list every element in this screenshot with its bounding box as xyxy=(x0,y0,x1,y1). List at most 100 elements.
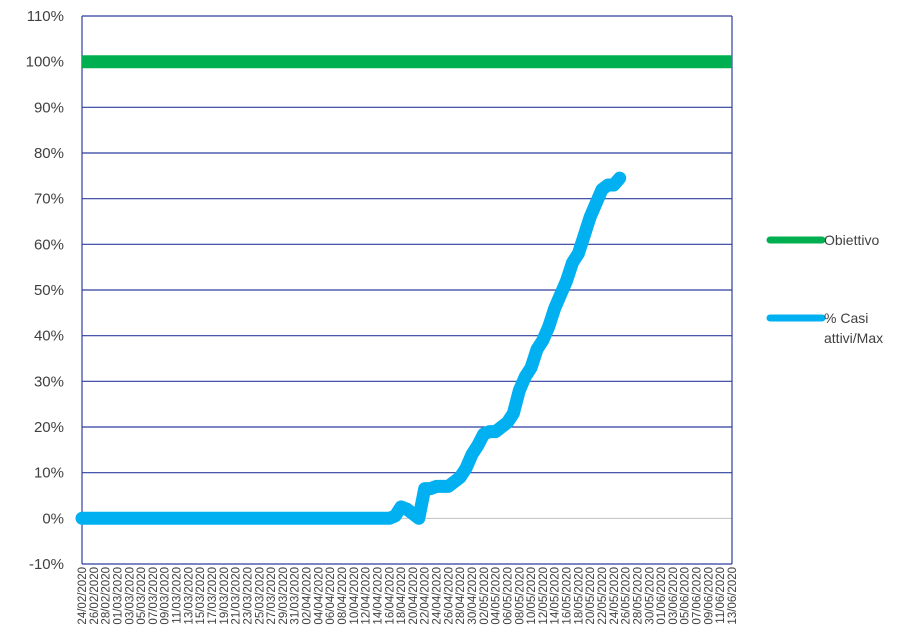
data-point xyxy=(495,431,497,433)
x-tick-label: 10/05/2020 xyxy=(526,567,538,625)
x-tick-label: 13/03/2020 xyxy=(183,567,195,625)
data-point xyxy=(471,453,473,455)
x-tick-label: 10/04/2020 xyxy=(349,567,361,625)
x-tick-label: 16/05/2020 xyxy=(562,567,574,625)
y-tick-label: 10% xyxy=(34,465,64,482)
series-line-casi-attivi xyxy=(75,171,627,525)
x-tick-label: 08/04/2020 xyxy=(337,567,349,625)
data-point xyxy=(447,485,449,487)
x-tick-label: 22/05/2020 xyxy=(597,567,609,625)
y-tick-label: 40% xyxy=(34,328,64,345)
legend-label-line: Obiettivo xyxy=(824,232,879,248)
data-point xyxy=(566,280,567,282)
legend-label-line: attivi/Max xyxy=(824,330,883,346)
legend-label: Obiettivo xyxy=(824,232,879,248)
x-tick-label: 18/05/2020 xyxy=(573,567,585,625)
y-tick-label: 30% xyxy=(34,373,64,390)
x-tick-label: 18/04/2020 xyxy=(396,567,408,625)
x-tick-label: 27/03/2020 xyxy=(266,567,278,625)
x-tick-label: 09/06/2020 xyxy=(703,567,715,625)
data-point xyxy=(430,488,432,490)
x-tick-label: 29/03/2020 xyxy=(278,567,290,625)
x-tick-label: 25/03/2020 xyxy=(254,567,266,625)
x-tick-label: 12/04/2020 xyxy=(361,567,373,625)
y-tick-labels: 110% 100% 90% 80% 70% 60% 50% 40% 30% 20% 10% 0% -10… xyxy=(26,8,64,573)
x-tick-label: 01/03/2020 xyxy=(112,567,124,625)
x-tick-label: 31/03/2020 xyxy=(290,567,302,625)
data-point xyxy=(542,339,544,341)
x-tick-label: 09/03/2020 xyxy=(160,567,172,625)
legend: Obiettivo % Casi attivi/Max xyxy=(766,232,883,346)
legend-label: % Casi attivi/Max xyxy=(824,310,883,346)
y-tick-label: 110% xyxy=(27,8,64,25)
data-point xyxy=(536,348,538,350)
y-tick-label: 80% xyxy=(34,145,64,162)
data-point xyxy=(388,517,390,519)
x-tick-label: 21/03/2020 xyxy=(231,567,243,625)
data-point xyxy=(548,326,550,327)
x-tick-label: 07/06/2020 xyxy=(692,567,704,625)
x-tick-label: 19/03/2020 xyxy=(219,567,231,625)
x-tick-label: 04/05/2020 xyxy=(491,567,503,625)
x-tick-label: 22/04/2020 xyxy=(420,567,432,625)
grid-layer xyxy=(82,15,732,565)
x-tick-label: 20/04/2020 xyxy=(408,567,420,625)
x-tick-label: 28/02/2020 xyxy=(101,567,113,625)
data-point xyxy=(572,262,573,264)
x-tick-label: 07/03/2020 xyxy=(148,567,160,625)
axis-layer xyxy=(81,16,733,564)
x-tick-label: 16/04/2020 xyxy=(384,567,396,625)
data-point xyxy=(400,506,402,508)
data-point xyxy=(583,234,585,236)
data-point xyxy=(613,184,615,186)
x-tick-label: 14/04/2020 xyxy=(372,567,384,625)
x-tick-label: 03/06/2020 xyxy=(668,567,680,625)
legend-label-line: % Casi xyxy=(824,310,868,326)
x-tick-label: 04/04/2020 xyxy=(313,567,325,625)
x-tick-label: 30/04/2020 xyxy=(467,567,479,625)
x-tick-label: 15/03/2020 xyxy=(195,567,207,625)
x-tick-label: 02/05/2020 xyxy=(479,567,491,625)
x-tick-label: 23/03/2020 xyxy=(242,567,254,625)
data-point xyxy=(81,517,83,519)
x-tick-label: 08/05/2020 xyxy=(514,567,526,625)
x-tick-label: 05/03/2020 xyxy=(136,567,148,625)
data-point xyxy=(524,376,526,378)
x-tick-label: 01/06/2020 xyxy=(656,567,668,625)
x-tick-label: 17/03/2020 xyxy=(207,567,219,625)
y-tick-label: 90% xyxy=(34,99,64,116)
x-tick-label: 13/06/2020 xyxy=(727,567,739,625)
data-point xyxy=(577,253,579,254)
x-tick-labels: 24/02/2020 26/02/2020 28/02/2020 01/03/2020… xyxy=(77,567,739,625)
data-point xyxy=(619,177,621,179)
data-point xyxy=(601,189,603,190)
data-point xyxy=(501,426,502,428)
x-tick-label: 26/02/2020 xyxy=(89,567,101,625)
y-tick-label: 70% xyxy=(34,191,64,208)
x-tick-label: 05/06/2020 xyxy=(680,567,692,625)
y-tick-label: 20% xyxy=(34,419,64,436)
data-point xyxy=(483,433,485,435)
data-point xyxy=(589,216,591,218)
data-point xyxy=(394,515,396,517)
x-tick-label: 24/04/2020 xyxy=(432,567,444,625)
x-tick-label: 11/03/2020 xyxy=(172,567,184,624)
series-layer xyxy=(75,55,733,525)
x-tick-label: 28/05/2020 xyxy=(632,567,644,625)
data-point xyxy=(81,61,83,63)
x-tick-label: 24/05/2020 xyxy=(609,567,621,625)
data-point xyxy=(560,294,562,296)
data-point xyxy=(418,517,420,519)
x-tick-label: 02/04/2020 xyxy=(302,567,314,625)
data-point xyxy=(489,431,491,433)
data-point xyxy=(518,390,520,391)
data-point xyxy=(424,488,426,490)
data-point xyxy=(406,508,408,510)
x-tick-label: 24/02/2020 xyxy=(77,567,89,625)
data-point xyxy=(436,485,437,487)
data-point xyxy=(530,367,532,369)
data-point xyxy=(554,307,556,309)
y-tick-label: -10% xyxy=(29,556,64,573)
data-point xyxy=(731,61,733,63)
